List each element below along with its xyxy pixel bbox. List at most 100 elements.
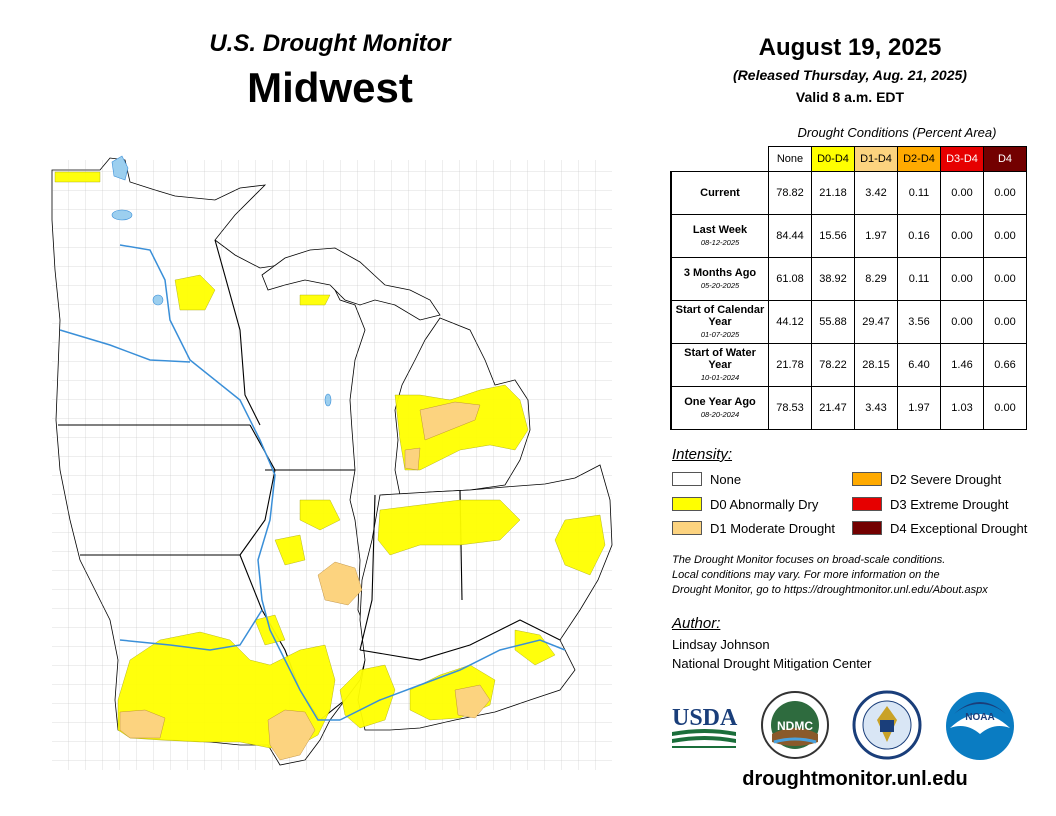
row-label-text: Start of Water Year: [684, 346, 756, 371]
release-date: (Released Thursday, Aug. 21, 2025): [733, 67, 967, 83]
d1-se-missouri: [267, 709, 316, 761]
table-row: One Year Ago 08-20-2024 78.53 21.47 3.43 1.97…: [670, 386, 1027, 430]
d1-michigan-w: [404, 447, 421, 471]
table-row: Current 78.82 21.18 3.42 0.11 0.00 0.00: [670, 171, 1027, 215]
ndmc-logo: NDMC: [761, 691, 829, 759]
legend-label: D3 Extreme Drought: [890, 496, 1009, 512]
website-url[interactable]: droughtmonitor.unl.edu: [742, 768, 968, 790]
row-date: 10-01-2024: [700, 372, 740, 382]
table-cell: 15.56: [811, 214, 855, 258]
table-row: 3 Months Ago 05-20-2025 61.08 38.92 8.29 0.11…: [670, 257, 1027, 301]
table-cell: 0.00: [940, 171, 984, 215]
table-cell: 0.66: [983, 343, 1027, 387]
table-cell: 0.16: [897, 214, 941, 258]
table-cell: 29.47: [854, 300, 898, 344]
legend-label: D4 Exceptional Drought: [890, 520, 1028, 536]
author-name: Lindsay Johnson: [672, 637, 770, 652]
table-cell: 78.82: [768, 171, 812, 215]
table-cell: 61.08: [768, 257, 812, 301]
product-title: U.S. Drought Monitor: [209, 30, 451, 57]
lakes: [111, 155, 332, 407]
legend-swatch: [672, 472, 702, 486]
table-cell: 21.47: [811, 386, 855, 430]
d0-illinois-central: [299, 499, 341, 531]
table-row: Start of Water Year 10-01-2024 21.78 78.22 2…: [670, 343, 1027, 387]
usda-logo-text: USDA: [672, 705, 738, 731]
author-organization: National Drought Mitigation Center: [672, 656, 872, 671]
d1-ky: [454, 684, 491, 719]
table-cell: 3.42: [854, 171, 898, 215]
oh-ky-border: [359, 619, 561, 661]
table-header-row: None D0-D4 D1-D4 D2-D4 D3-D4 D4: [671, 146, 1027, 172]
column-header: D2-D4: [897, 146, 941, 172]
drought-conditions-table: None D0-D4 D1-D4 D2-D4 D3-D4 D4 Current 7…: [670, 146, 1027, 430]
table-cell: 44.12: [768, 300, 812, 344]
legend-label: None: [710, 471, 742, 487]
row-label-text: 3 Months Ago: [683, 266, 757, 279]
d1-michigan: [419, 401, 481, 441]
row-label-text: Current: [700, 187, 740, 199]
table-cell: 0.00: [983, 171, 1027, 215]
table-cell: 0.00: [940, 214, 984, 258]
legend-label: D0 Abnormally Dry: [710, 496, 819, 512]
disclaimer-line: Drought Monitor, go to https://droughtmo…: [672, 584, 988, 596]
commerce-seal-logo: [852, 690, 922, 760]
lake-of-the-woods: [111, 155, 129, 181]
table-cell: 0.11: [897, 171, 941, 215]
row-label: One Year Ago 08-20-2024: [670, 386, 769, 430]
row-label: Start of Calendar Year 01-07-2025: [670, 300, 769, 344]
disclaimer: The Drought Monitor focuses on broad-sca…: [672, 553, 1042, 598]
table-cell: 8.29: [854, 257, 898, 301]
row-date: 01-07-2025: [700, 329, 740, 339]
table-row: Last Week 08-12-2025 84.44 15.56 1.97 0.16 0.0…: [670, 214, 1027, 258]
ndmc-logo-text: NDMC: [777, 719, 813, 733]
ohio-river: [339, 639, 566, 721]
table-cell: 3.43: [854, 386, 898, 430]
d0-indiana-ohio: [377, 499, 521, 556]
d1-sw-missouri: [119, 709, 166, 739]
minnesota-river: [59, 329, 191, 363]
table-cell: 78.53: [768, 386, 812, 430]
table-cell: 0.00: [983, 386, 1027, 430]
il-in-border: [359, 494, 376, 651]
column-header: D3-D4: [940, 146, 984, 172]
disclaimer-line: Local conditions may vary. For more info…: [672, 569, 940, 581]
row-label: Start of Water Year 10-01-2024: [670, 343, 769, 387]
table-corner: [671, 147, 769, 172]
table-cell: 1.46: [940, 343, 984, 387]
d0-illinois-west: [274, 534, 306, 566]
row-label: Last Week 08-12-2025: [670, 214, 769, 258]
table-cell: 0.11: [897, 257, 941, 301]
d0-ne-minnesota: [174, 274, 216, 311]
table-cell: 28.15: [854, 343, 898, 387]
legend-item-d4: D4 Exceptional Drought: [852, 519, 1027, 537]
d0-lower-michigan: [394, 384, 529, 471]
d1-illinois: [317, 561, 363, 606]
usda-logo: USDA: [672, 705, 738, 748]
row-date: 08-12-2025: [700, 237, 740, 247]
legend-item-none: None: [672, 470, 741, 488]
table-cell: 84.44: [768, 214, 812, 258]
d0-up-michigan: [299, 294, 331, 306]
table-cell: 1.97: [897, 386, 941, 430]
legend-swatch: [672, 521, 702, 535]
legend-swatch: [672, 497, 702, 511]
legend-swatch: [852, 521, 882, 535]
intensity-heading: Intensity:: [672, 446, 733, 463]
legend-swatch: [852, 497, 882, 511]
table-cell: 0.00: [983, 300, 1027, 344]
table-cell: 0.00: [983, 214, 1027, 258]
row-label-text: Last Week: [692, 223, 748, 236]
table-cell: 0.00: [940, 300, 984, 344]
table-row: Start of Calendar Year 01-07-2025 44.12 55.…: [670, 300, 1027, 344]
region-title: Midwest: [247, 64, 413, 111]
table-cell: 78.22: [811, 343, 855, 387]
table-cell: 1.03: [940, 386, 984, 430]
legend-item-d0: D0 Abnormally Dry: [672, 495, 818, 513]
d0-eastern-ohio: [554, 514, 606, 576]
row-date: 05-20-2025: [700, 280, 740, 290]
table-cell: 0.00: [940, 257, 984, 301]
mille-lacs: [152, 294, 164, 306]
missouri-river: [119, 609, 263, 651]
row-date: 08-20-2024: [700, 409, 740, 419]
